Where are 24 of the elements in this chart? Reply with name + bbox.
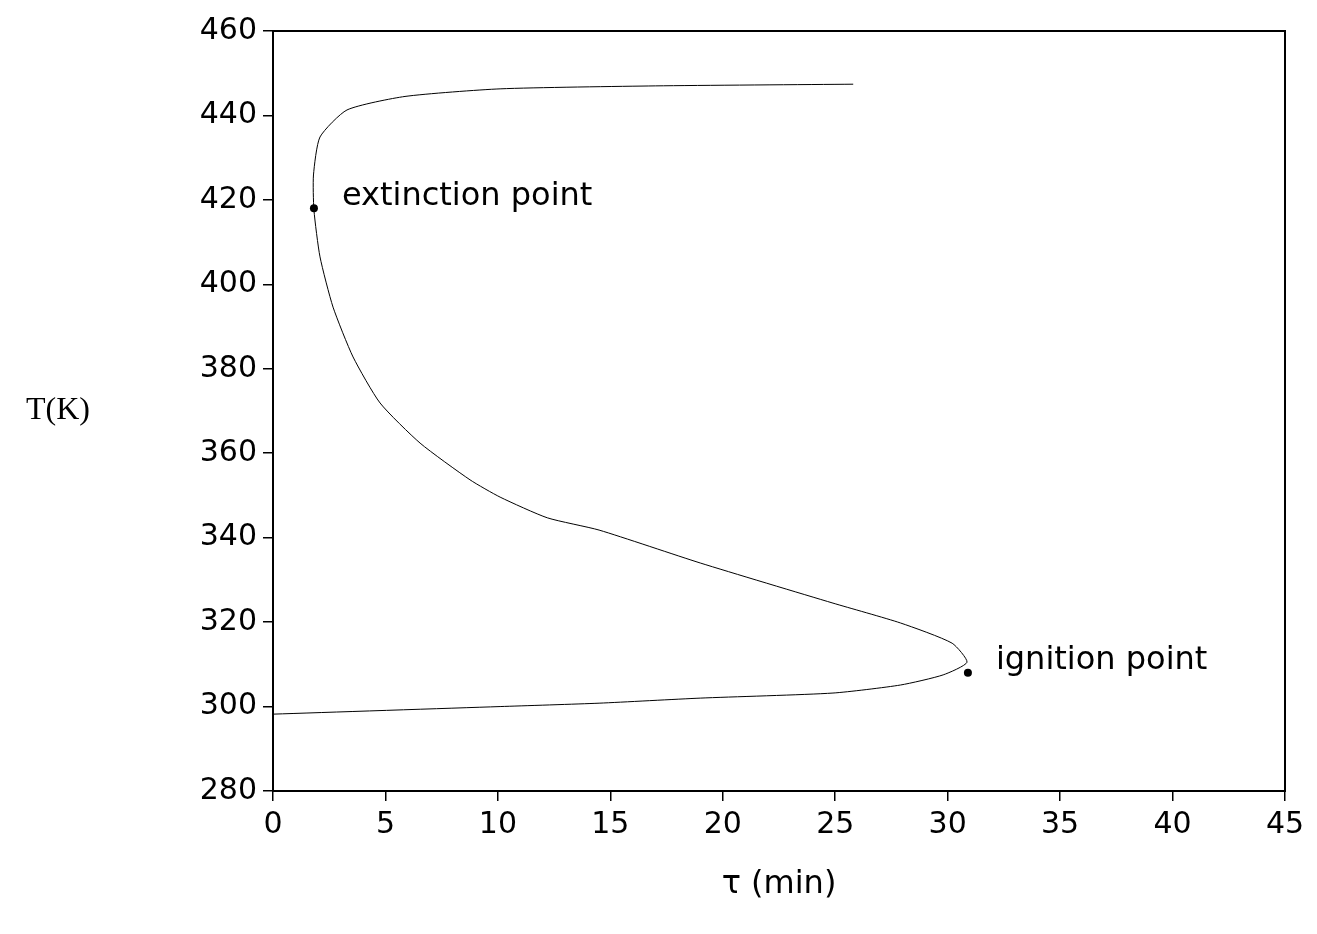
x-tick-label: 35	[1041, 804, 1080, 840]
y-axis-title: T(K)	[26, 390, 90, 427]
y-tick-label: 440	[199, 95, 257, 131]
x-tick-label: 30	[928, 804, 967, 840]
x-tick-label: 5	[375, 804, 395, 840]
annotation: ignition point	[995, 639, 1208, 678]
y-tick-label: 280	[199, 770, 257, 806]
y-tick-label: 340	[199, 517, 257, 553]
x-tick-label: 25	[816, 804, 855, 840]
x-tick-label: 40	[1153, 804, 1192, 840]
y-tick-label: 420	[199, 179, 257, 215]
y-tick-label: 380	[199, 348, 257, 384]
y-tick-label: 300	[199, 686, 257, 722]
x-axis-title: τ (min)	[721, 863, 837, 902]
y-tick-label: 360	[199, 433, 257, 469]
x-tick-label: 15	[591, 804, 630, 840]
x-tick-label: 0	[263, 804, 283, 840]
y-tick-label: 400	[199, 264, 257, 300]
y-tick-label: 460	[199, 10, 257, 46]
annotation: extinction point	[341, 174, 593, 213]
x-tick-label: 10	[478, 804, 517, 840]
x-tick-label: 45	[1265, 804, 1305, 840]
x-tick-label: 20	[703, 804, 742, 840]
y-tick-label: 320	[199, 601, 257, 637]
